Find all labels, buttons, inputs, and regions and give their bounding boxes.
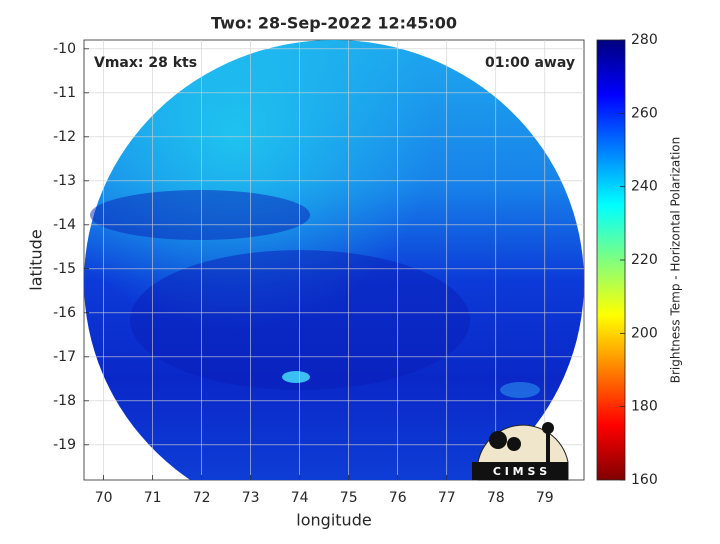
y-tick-label: -18: [53, 393, 76, 409]
y-tick-label: -15: [53, 261, 76, 277]
x-tick-label: 76: [389, 490, 407, 506]
colorbar-tick-label: 260: [631, 105, 658, 121]
colorbar-label: Brightness Temp - Horizontal Polarizatio…: [669, 137, 683, 384]
chart-title: Two: 28-Sep-2022 12:45:00: [211, 14, 457, 33]
x-tick-label: 77: [438, 490, 456, 506]
x-tick-label: 70: [95, 490, 113, 506]
annotation: 01:00 away: [485, 55, 575, 71]
colorbar-tick-label: 280: [631, 32, 658, 48]
colorbar-tick-label: 200: [631, 325, 658, 341]
y-tick-label: -13: [53, 173, 76, 189]
y-tick-label: -11: [53, 85, 76, 101]
y-tick-label: -10: [53, 41, 76, 57]
logo: C I M S S: [472, 422, 569, 481]
x-axis-label: longitude: [296, 511, 371, 530]
x-tick-label: 75: [340, 490, 358, 506]
x-tick-label: 78: [487, 490, 505, 506]
colorbar-tick-label: 180: [631, 399, 658, 415]
y-tick-label: -19: [53, 437, 76, 453]
x-tick-label: 71: [144, 490, 162, 506]
colorbar-tick-label: 160: [631, 472, 658, 488]
satellite-image: [84, 40, 584, 480]
x-tick-label: 74: [291, 490, 309, 506]
colorbar-tick-label: 240: [631, 179, 658, 195]
y-axis-label: latitude: [27, 229, 46, 290]
annotation: Vmax: 28 kts: [94, 55, 197, 71]
x-tick-label: 72: [193, 490, 211, 506]
y-tick-label: -12: [53, 129, 76, 145]
logo-text: C I M S S: [493, 465, 547, 478]
y-tick-label: -14: [53, 217, 76, 233]
y-tick-label: -17: [53, 349, 76, 365]
colorbar-tick-label: 220: [631, 252, 658, 268]
x-tick-label: 73: [242, 490, 260, 506]
x-tick-label: 79: [536, 490, 554, 506]
y-tick-label: -16: [53, 305, 76, 321]
